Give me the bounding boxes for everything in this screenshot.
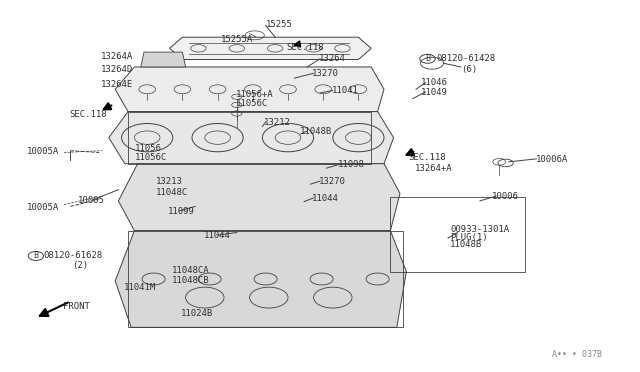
Text: 13264D: 13264D bbox=[101, 65, 133, 74]
Text: 13270: 13270 bbox=[312, 69, 339, 78]
Text: 11099: 11099 bbox=[168, 207, 195, 216]
Polygon shape bbox=[170, 37, 371, 60]
Text: 11044: 11044 bbox=[204, 231, 230, 240]
Text: 11048CB: 11048CB bbox=[172, 276, 209, 285]
Text: SEC.118: SEC.118 bbox=[408, 153, 446, 162]
Text: 11041M: 11041M bbox=[124, 283, 156, 292]
Text: 11056+A: 11056+A bbox=[236, 90, 273, 99]
Text: 13264A: 13264A bbox=[101, 52, 133, 61]
Text: 11048C: 11048C bbox=[156, 188, 188, 197]
Text: SEC.118: SEC.118 bbox=[69, 110, 107, 119]
Polygon shape bbox=[115, 67, 384, 112]
Text: 11056C: 11056C bbox=[236, 99, 268, 108]
Text: 08120-61628: 08120-61628 bbox=[44, 251, 102, 260]
Text: 11044: 11044 bbox=[312, 194, 339, 203]
Text: 10005A: 10005A bbox=[27, 203, 59, 212]
Text: 10005A: 10005A bbox=[27, 147, 59, 156]
Text: 15255A: 15255A bbox=[221, 35, 253, 44]
Text: 11056: 11056 bbox=[134, 144, 161, 153]
Bar bbox=[390, 197, 525, 272]
Text: 10006A: 10006A bbox=[536, 155, 568, 164]
Text: PLUG(1): PLUG(1) bbox=[450, 233, 488, 242]
Bar bbox=[128, 112, 371, 164]
Text: B: B bbox=[33, 251, 38, 260]
Text: 13264E: 13264E bbox=[101, 80, 133, 89]
Text: 00933-1301A: 00933-1301A bbox=[450, 225, 509, 234]
Polygon shape bbox=[109, 112, 394, 164]
Text: SEC.118: SEC.118 bbox=[287, 43, 324, 52]
Text: 11046: 11046 bbox=[421, 78, 448, 87]
Polygon shape bbox=[118, 164, 400, 231]
Text: 11048B: 11048B bbox=[450, 240, 482, 249]
Polygon shape bbox=[141, 52, 186, 67]
Text: 11024B: 11024B bbox=[181, 309, 213, 318]
Text: 13212: 13212 bbox=[264, 118, 291, 126]
Text: 11048B: 11048B bbox=[300, 127, 332, 136]
Text: 10006: 10006 bbox=[492, 192, 518, 201]
Polygon shape bbox=[115, 231, 406, 327]
Text: (2): (2) bbox=[72, 261, 88, 270]
Text: 11098: 11098 bbox=[338, 160, 365, 169]
Text: 10005: 10005 bbox=[78, 196, 105, 205]
Text: 11056C: 11056C bbox=[134, 153, 166, 162]
Text: FRONT: FRONT bbox=[63, 302, 90, 311]
Bar bbox=[128, 231, 403, 327]
Text: 13264: 13264 bbox=[319, 54, 346, 63]
Text: 11041: 11041 bbox=[332, 86, 358, 95]
Text: 11049: 11049 bbox=[421, 88, 448, 97]
Text: A•• • 037B: A•• • 037B bbox=[552, 350, 602, 359]
Text: B: B bbox=[425, 54, 430, 63]
Text: 13213: 13213 bbox=[156, 177, 182, 186]
Text: (6): (6) bbox=[461, 65, 477, 74]
Text: 11048CA: 11048CA bbox=[172, 266, 209, 275]
Text: 13270: 13270 bbox=[319, 177, 346, 186]
Text: 15255: 15255 bbox=[266, 20, 292, 29]
Text: 13264+A: 13264+A bbox=[415, 164, 452, 173]
Text: 08120-61428: 08120-61428 bbox=[436, 54, 495, 63]
